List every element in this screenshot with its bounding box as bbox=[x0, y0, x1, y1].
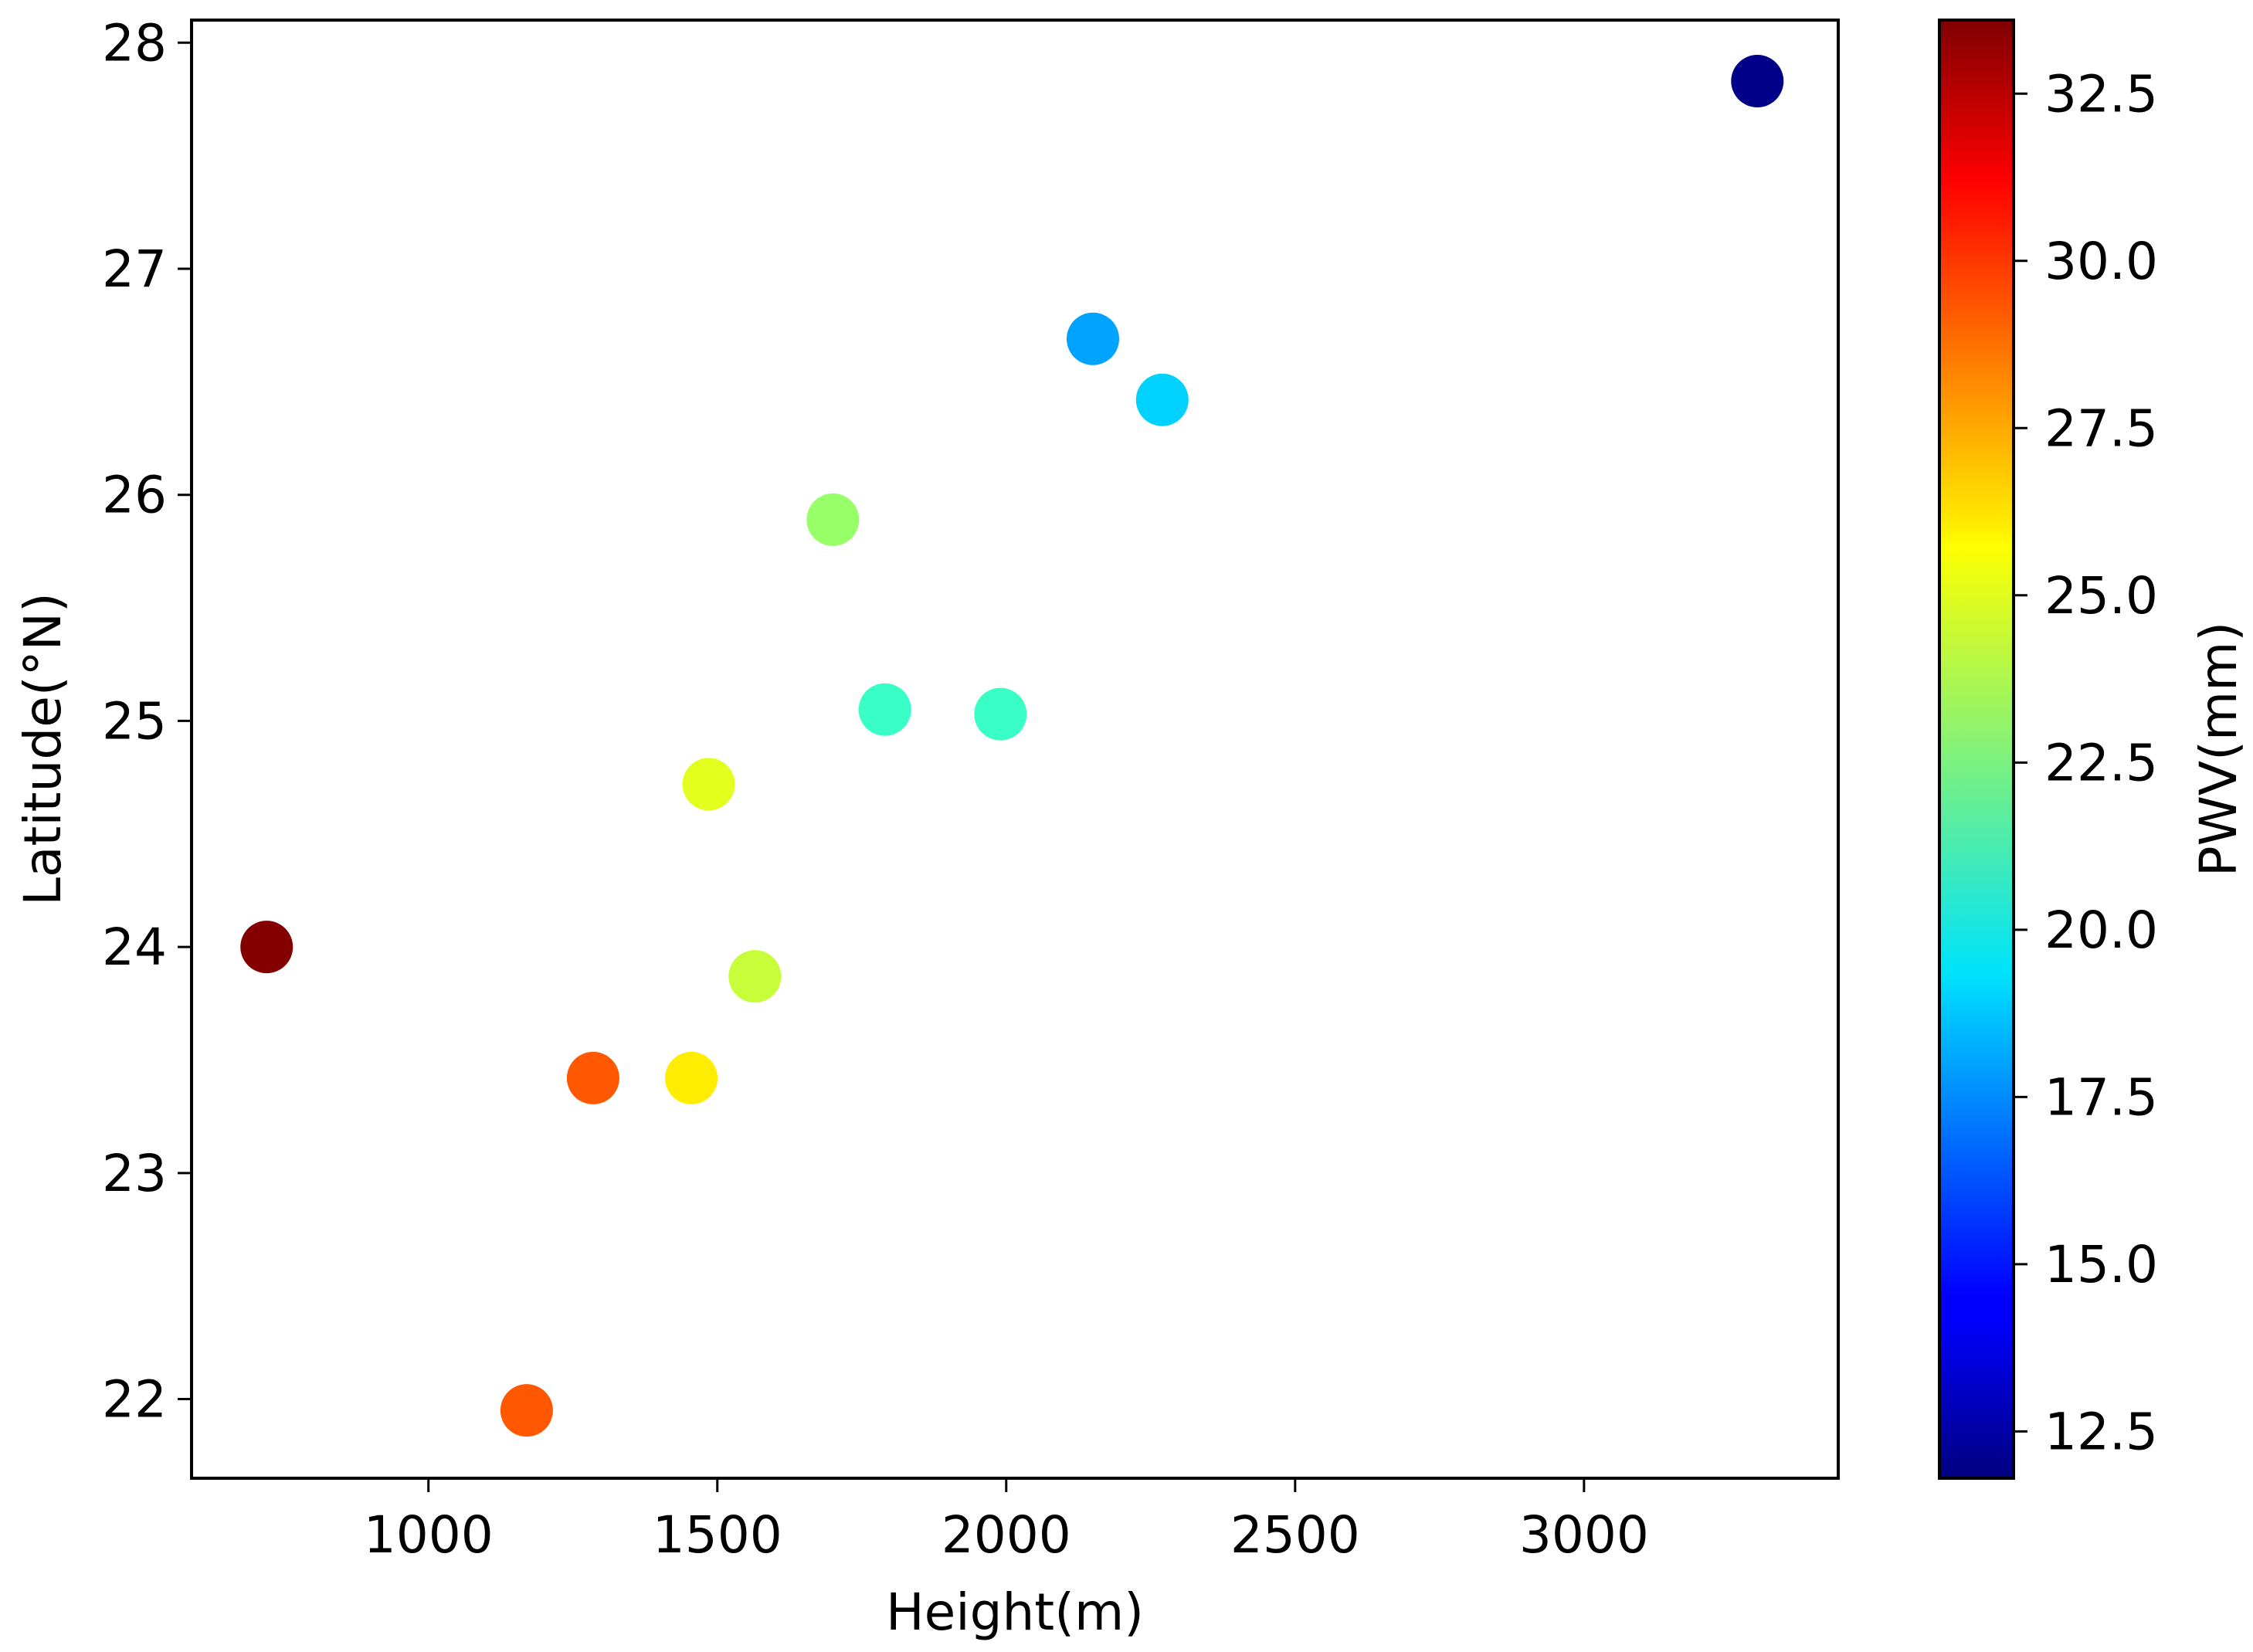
data-point bbox=[858, 683, 911, 736]
x-tick-label: 1000 bbox=[364, 1505, 494, 1565]
x-tick-label: 2000 bbox=[942, 1505, 1071, 1565]
data-point bbox=[974, 687, 1027, 741]
scatter-points bbox=[240, 55, 1784, 1437]
x-tick-label: 1500 bbox=[653, 1505, 782, 1565]
colorbar-tick-label: 32.5 bbox=[2044, 64, 2158, 124]
colorbar-tick-label: 22.5 bbox=[2044, 733, 2158, 792]
data-point bbox=[1731, 55, 1784, 108]
data-point bbox=[665, 1051, 718, 1104]
colorbar bbox=[1938, 19, 2015, 1480]
plot-area bbox=[190, 19, 1840, 1480]
data-point bbox=[1066, 312, 1119, 365]
y-tick-label: 27 bbox=[102, 239, 167, 299]
colorbar-tick-label: 20.0 bbox=[2044, 901, 2158, 960]
x-tick-label: 3000 bbox=[1519, 1505, 1649, 1565]
y-tick-label: 25 bbox=[102, 691, 167, 751]
y-axis-title: Latitude(°N) bbox=[13, 592, 73, 906]
data-point bbox=[500, 1384, 553, 1437]
colorbar-tick-label: 30.0 bbox=[2044, 232, 2158, 291]
data-point bbox=[1135, 373, 1189, 426]
x-axis: 1000 1500 2000 2500 3000 bbox=[364, 1478, 1649, 1565]
x-tick-label: 2500 bbox=[1230, 1505, 1360, 1565]
colorbar-ticks: 12.5 15.0 17.5 20.0 22.5 25.0 27.5 30.0 32.5 bbox=[2014, 64, 2158, 1461]
y-tick-label: 23 bbox=[102, 1144, 167, 1203]
y-tick-label: 24 bbox=[102, 918, 167, 977]
colorbar-title: PWV(mm) bbox=[2189, 622, 2248, 877]
colorbar-tick-label: 17.5 bbox=[2044, 1067, 2158, 1127]
data-point bbox=[566, 1051, 619, 1104]
y-axis: 22 23 24 25 26 27 28 bbox=[102, 13, 192, 1430]
data-point bbox=[682, 758, 735, 811]
y-tick-label: 26 bbox=[102, 466, 167, 525]
y-tick-label: 28 bbox=[102, 13, 167, 73]
x-axis-title: Height(m) bbox=[886, 1582, 1144, 1642]
data-point bbox=[240, 921, 294, 974]
colorbar-tick-label: 15.0 bbox=[2044, 1235, 2158, 1294]
data-point bbox=[728, 950, 782, 1003]
colorbar-tick-label: 25.0 bbox=[2044, 566, 2158, 626]
y-tick-label: 22 bbox=[102, 1370, 167, 1430]
data-point bbox=[806, 493, 860, 546]
colorbar-tick-label: 27.5 bbox=[2044, 399, 2158, 458]
colorbar-tick-label: 12.5 bbox=[2044, 1402, 2158, 1461]
